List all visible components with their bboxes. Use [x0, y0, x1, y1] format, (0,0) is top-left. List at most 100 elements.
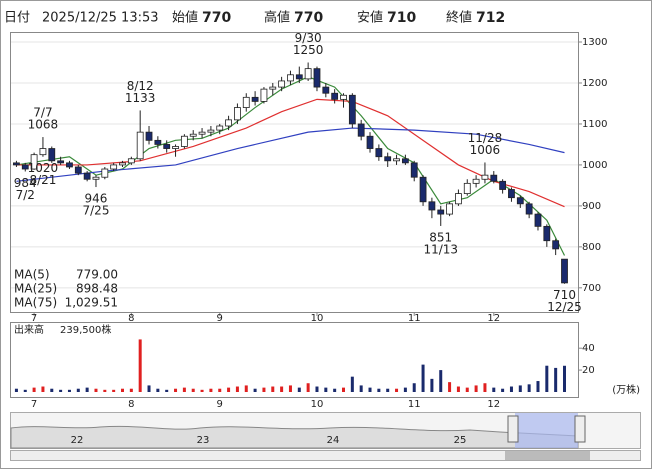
- candle-body: [490, 174, 498, 182]
- volume-bar: [333, 388, 337, 392]
- candle-body: [393, 158, 400, 162]
- scrollbar-thumb[interactable]: [505, 451, 590, 460]
- navigator-handle-right[interactable]: [574, 415, 586, 443]
- volume-bar: [112, 389, 116, 392]
- x-tick-label: 9: [217, 399, 223, 410]
- volume-bar: [138, 339, 142, 392]
- candle-body: [552, 240, 560, 250]
- candle-body: [313, 68, 321, 88]
- candle-body: [216, 125, 224, 131]
- volume-bar: [297, 387, 301, 392]
- candle-body: [508, 189, 515, 199]
- candle-body: [304, 68, 312, 80]
- legend-name: MA(25): [14, 282, 57, 296]
- candle-body: [455, 193, 462, 205]
- volume-bar: [421, 364, 425, 392]
- y-tick-label: 20: [582, 365, 595, 376]
- candle-body: [428, 201, 436, 211]
- volume-bar: [253, 388, 257, 392]
- volume-bar: [403, 387, 407, 392]
- candle-body: [39, 148, 47, 156]
- candle-body: [499, 180, 507, 190]
- legend-name: MA(5): [14, 268, 50, 282]
- y-tick-label: 1200: [582, 78, 607, 89]
- navigator-handle-left[interactable]: [507, 415, 519, 443]
- volume-bar: [306, 383, 310, 392]
- volume-bar: [227, 387, 231, 392]
- volume-bar: [518, 385, 522, 392]
- candle-body: [340, 94, 347, 100]
- volume-bar: [50, 388, 54, 392]
- candle-body: [348, 94, 356, 125]
- ma-legend-box: [12, 268, 120, 310]
- volume-bar: [554, 367, 558, 392]
- candle-body: [57, 160, 65, 164]
- candle-body: [375, 148, 383, 158]
- annotation-date: 11/13: [423, 242, 458, 256]
- volume-bar: [165, 389, 169, 392]
- candle-body: [516, 197, 524, 205]
- navigator-overview: [10, 425, 579, 449]
- candle-body: [242, 96, 250, 108]
- volume-bar: [395, 388, 399, 392]
- volume-bar: [32, 387, 36, 392]
- annotation-price: 1133: [125, 91, 156, 105]
- y-tick-label: 1100: [582, 119, 607, 130]
- candle-body: [136, 131, 144, 160]
- candle-body: [180, 135, 188, 147]
- volume-bar: [368, 387, 372, 392]
- volume-bar: [439, 370, 443, 392]
- volume-bar: [527, 384, 531, 392]
- volume-bar: [430, 378, 434, 392]
- volume-bar: [492, 387, 496, 392]
- candle-body: [234, 107, 241, 121]
- annotation-price: 1020: [28, 161, 59, 175]
- volume-current: 239,500株: [60, 323, 111, 336]
- candle-body: [357, 123, 365, 137]
- volume-bar: [545, 365, 549, 392]
- candle-body: [92, 176, 100, 180]
- volume-bar: [474, 385, 478, 392]
- y-tick-label: 1300: [582, 37, 607, 48]
- candle-body: [74, 166, 82, 174]
- ma-line: [16, 127, 565, 182]
- volume-bar: [280, 386, 284, 392]
- y-tick-label: 800: [582, 242, 601, 253]
- candle-body: [30, 154, 38, 170]
- volume-bar: [377, 388, 381, 392]
- candle-body: [154, 139, 162, 145]
- field-label: 安値: [357, 10, 383, 26]
- volume-bar: [342, 387, 345, 392]
- volume-bar: [448, 382, 452, 392]
- x-tick-label: 11: [408, 399, 421, 410]
- navigator-selection[interactable]: [515, 413, 578, 448]
- volume-bar: [94, 388, 98, 392]
- volume-bar: [359, 385, 363, 392]
- volume-bar: [121, 388, 124, 392]
- scrollbar[interactable]: [10, 450, 641, 461]
- volume-bar: [67, 389, 71, 392]
- candle-body: [198, 131, 206, 135]
- candle-body: [251, 96, 259, 102]
- annotation-price: 1250: [293, 43, 324, 57]
- legend-name: MA(75): [14, 296, 57, 310]
- navigator-tick: 25: [454, 435, 467, 446]
- annotation-price: 851: [429, 230, 452, 244]
- x-tick-label: 12: [487, 399, 500, 410]
- candle-body: [446, 203, 453, 215]
- candle-body: [278, 80, 286, 88]
- volume-bar: [324, 387, 328, 392]
- volume-bar: [191, 388, 195, 392]
- x-tick-label: 10: [311, 399, 324, 410]
- x-tick-label: 9: [217, 313, 223, 324]
- volume-unit: (万株): [612, 383, 640, 396]
- volume-bar: [386, 388, 390, 392]
- volume-bar: [76, 388, 80, 392]
- volume-bar: [350, 376, 354, 392]
- annotation-price: 946: [85, 192, 108, 206]
- ma-line: [16, 76, 566, 256]
- volume-bar: [218, 388, 222, 392]
- volume-bar: [209, 388, 213, 392]
- volume-bar: [147, 385, 151, 392]
- x-tick-label: 10: [311, 313, 324, 324]
